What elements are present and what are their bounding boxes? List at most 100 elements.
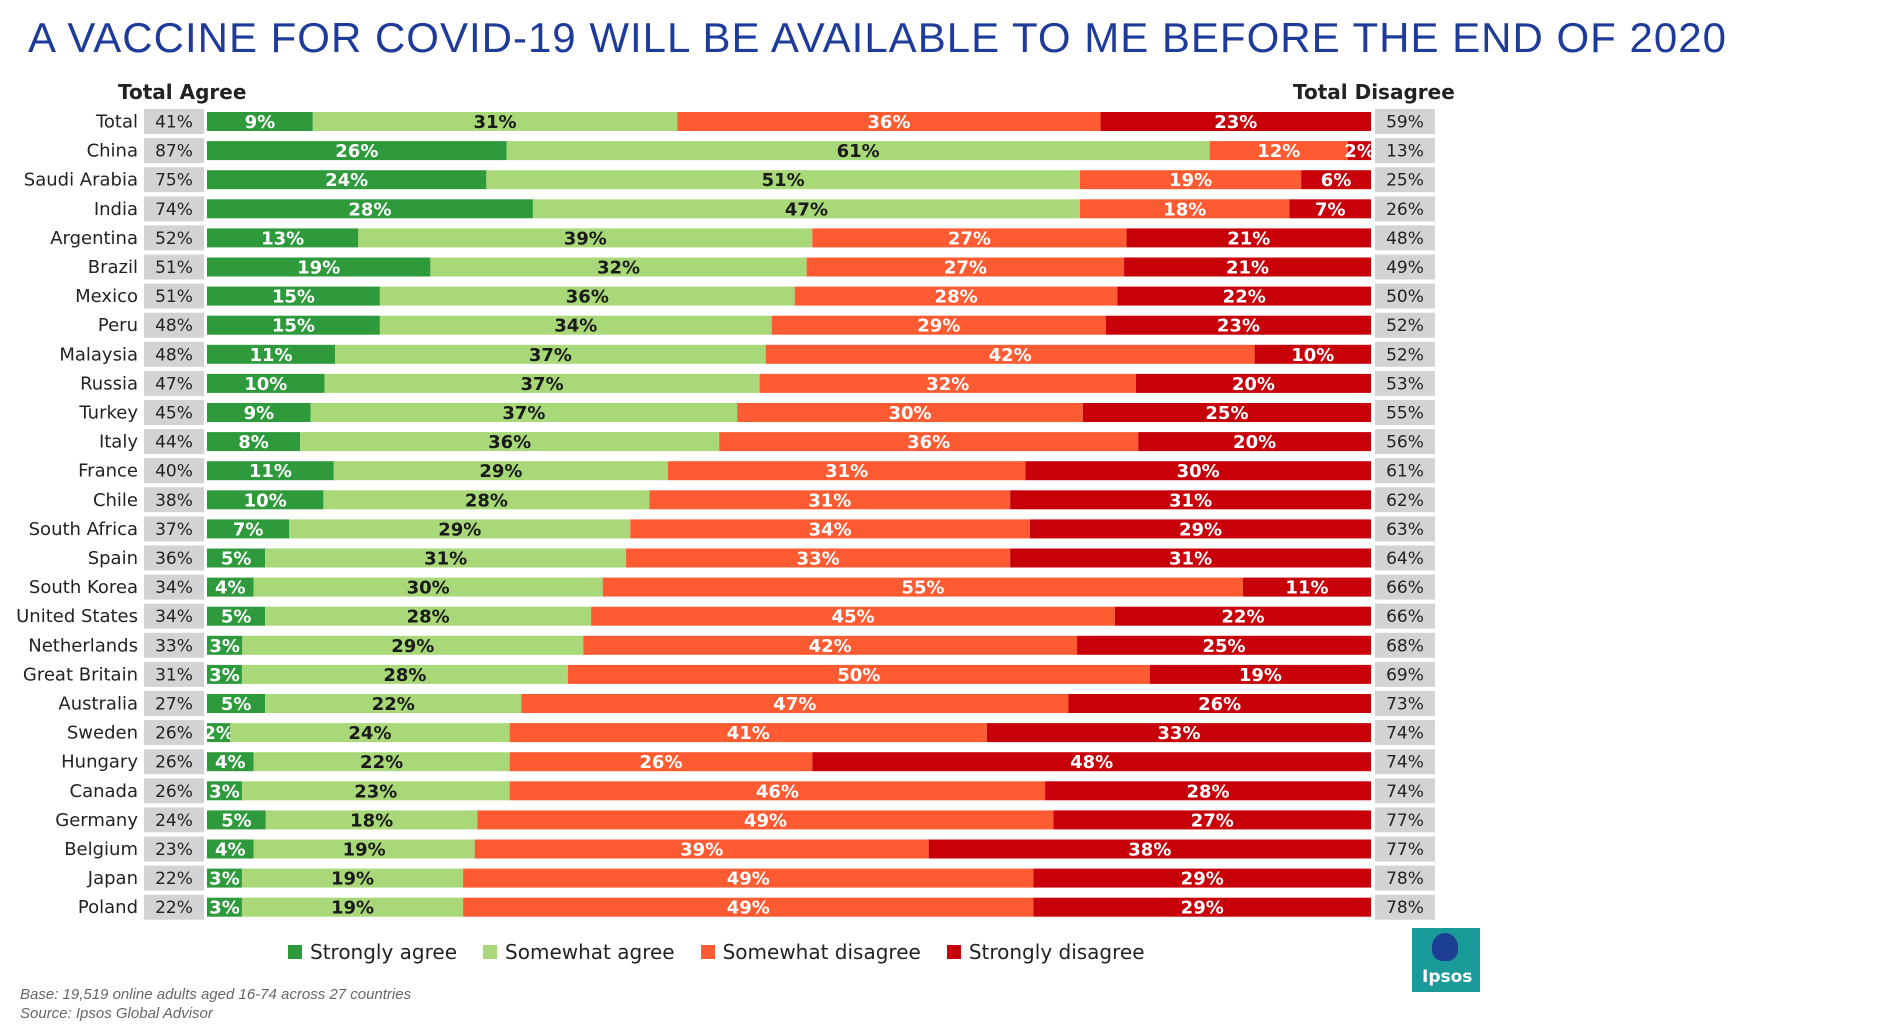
bar-strongly-disagree — [1033, 868, 1371, 888]
total-agree-box — [144, 894, 204, 920]
bar-label-somewhat-agree: 37% — [529, 345, 572, 366]
total-disagree-box — [1375, 691, 1435, 716]
total-agree-box — [144, 429, 204, 455]
chart-title: A VACCINE FOR COVID-19 WILL BE AVAILABLE… — [28, 14, 1727, 61]
bar-somewhat-agree — [486, 170, 1080, 190]
total-agree-value: 41% — [155, 113, 193, 133]
bar-strongly-agree — [207, 228, 359, 248]
bar-strongly-disagree — [1033, 897, 1371, 917]
bar-label-somewhat-agree: 34% — [554, 316, 597, 337]
total-agree-box — [144, 400, 204, 425]
total-disagree-value: 53% — [1386, 374, 1424, 394]
total-disagree-value: 73% — [1386, 695, 1424, 715]
bar-strongly-disagree — [1124, 257, 1371, 277]
total-disagree-value: 61% — [1386, 462, 1424, 482]
bar-strongly-disagree — [1135, 373, 1371, 393]
bar-label-somewhat-agree: 22% — [372, 694, 415, 715]
country-label-china: China — [87, 141, 138, 162]
bar-somewhat-agree — [253, 577, 603, 597]
bar-strongly-disagree — [1114, 606, 1371, 626]
bar-label-somewhat-disagree: 42% — [809, 636, 852, 657]
total-agree-box — [144, 254, 204, 280]
bar-label-strongly-disagree: 21% — [1226, 258, 1269, 279]
bar-somewhat-agree — [333, 461, 668, 481]
bar-strongly-disagree — [1289, 199, 1371, 219]
total-agree-value: 37% — [155, 520, 193, 540]
bar-label-strongly-agree: 3% — [209, 665, 240, 686]
legend-label: Somewhat agree — [505, 940, 675, 964]
bar-somewhat-disagree — [759, 373, 1136, 393]
country-label-malaysia: Malaysia — [59, 344, 138, 365]
total-disagree-box — [1375, 138, 1435, 164]
total-disagree-value: 62% — [1386, 491, 1424, 511]
bar-label-strongly-disagree: 38% — [1128, 840, 1171, 861]
bar-strongly-disagree — [1149, 664, 1371, 684]
total-disagree-box — [1375, 545, 1435, 571]
bar-strongly-agree — [207, 548, 266, 568]
bar-label-strongly-disagree: 20% — [1232, 374, 1275, 395]
bar-label-strongly-agree: 19% — [297, 258, 340, 279]
bar-strongly-agree — [207, 432, 301, 452]
bar-somewhat-disagree — [474, 839, 929, 859]
bar-label-strongly-disagree: 29% — [1181, 869, 1224, 890]
bar-label-somewhat-disagree: 19% — [1169, 170, 1212, 191]
bar-somewhat-disagree — [806, 257, 1125, 277]
bar-strongly-agree — [207, 170, 487, 190]
total-agree-box — [144, 516, 204, 542]
total-agree-box — [144, 370, 204, 396]
legend: Strongly agree Somewhat agree Somewhat d… — [288, 940, 1145, 964]
total-agree-value: 45% — [155, 404, 193, 424]
bar-strongly-disagree — [1126, 228, 1371, 248]
total-agree-value: 44% — [155, 433, 193, 453]
bar-label-strongly-agree: 4% — [215, 840, 246, 861]
bar-strongly-disagree — [1100, 112, 1371, 131]
bar-label-strongly-disagree: 26% — [1198, 694, 1241, 715]
bar-somewhat-disagree — [765, 344, 1255, 364]
total-disagree-box — [1375, 749, 1435, 775]
bar-label-somewhat-agree: 23% — [354, 781, 397, 802]
bar-label-somewhat-agree: 28% — [465, 490, 508, 511]
bar-label-somewhat-agree: 32% — [597, 258, 640, 279]
total-agree-box — [144, 807, 204, 833]
country-label-united-states: United States — [16, 606, 138, 627]
bar-label-somewhat-agree: 30% — [407, 578, 450, 599]
total-agree-value: 74% — [155, 200, 193, 220]
total-agree-box — [144, 196, 204, 222]
bar-label-somewhat-agree: 22% — [360, 752, 403, 773]
country-label-australia: Australia — [58, 694, 138, 715]
bar-label-strongly-disagree: 20% — [1233, 432, 1276, 453]
total-agree-box — [144, 487, 204, 513]
bar-label-somewhat-agree: 47% — [785, 199, 828, 220]
total-disagree-box — [1375, 370, 1435, 396]
total-agree-box — [144, 283, 204, 309]
bar-label-strongly-disagree: 31% — [1169, 490, 1212, 511]
bar-label-somewhat-disagree: 34% — [809, 519, 852, 540]
bar-somewhat-disagree — [463, 868, 1034, 888]
bar-somewhat-agree — [324, 373, 760, 393]
country-label-mexico: Mexico — [75, 286, 138, 307]
bar-label-somewhat-agree: 19% — [331, 898, 374, 919]
total-agree-box — [144, 661, 204, 687]
total-disagree-box — [1375, 516, 1435, 542]
country-label-japan: Japan — [87, 868, 138, 889]
total-disagree-box — [1375, 865, 1435, 891]
bar-strongly-disagree — [1347, 141, 1371, 161]
total-disagree-value: 77% — [1386, 811, 1424, 831]
bar-label-somewhat-disagree: 26% — [639, 752, 682, 773]
bar-label-strongly-disagree: 33% — [1157, 723, 1200, 744]
country-label-spain: Spain — [88, 548, 138, 569]
legend-label: Strongly disagree — [968, 940, 1145, 964]
total-disagree-box — [1375, 603, 1435, 629]
total-disagree-box — [1375, 661, 1435, 687]
bar-somewhat-agree — [310, 403, 738, 422]
bar-label-strongly-agree: 10% — [244, 374, 287, 395]
bar-strongly-agree — [207, 141, 507, 161]
bar-label-somewhat-disagree: 49% — [727, 869, 770, 890]
bar-somewhat-agree — [241, 664, 568, 684]
bar-label-strongly-disagree: 6% — [1321, 170, 1352, 191]
bar-strongly-agree — [207, 810, 266, 830]
bar-label-strongly-agree: 10% — [244, 490, 287, 511]
country-label-chile: Chile — [93, 490, 138, 511]
total-agree-value: 26% — [155, 724, 193, 744]
total-disagree-value: 49% — [1386, 258, 1424, 278]
